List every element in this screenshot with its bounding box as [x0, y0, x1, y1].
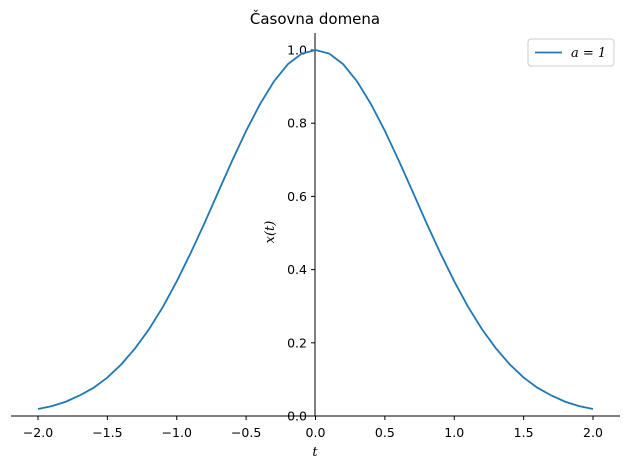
x-tick-label: 2.0: [583, 425, 603, 440]
legend-box: [527, 38, 615, 67]
x-tick-label: 1.5: [514, 425, 534, 440]
x-ticks: −2.0 −1.5 −1.0 −0.5 0.0 0.5 1.0 1.5 2.0: [23, 416, 603, 440]
y-tick-label: 1.0: [287, 43, 307, 58]
legend-label: a = 1: [571, 46, 606, 61]
y-tick-label: 0.0: [287, 409, 307, 424]
legend: a = 1: [527, 38, 615, 67]
x-axis-label: t: [312, 445, 318, 460]
x-tick-label: −0.5: [231, 425, 261, 440]
y-tick-label: 0.8: [287, 116, 307, 131]
y-tick-label: 0.2: [287, 335, 307, 350]
x-tick-label: −1.0: [162, 425, 192, 440]
y-tick-label: 0.6: [287, 189, 307, 204]
y-tick-label: 0.4: [287, 262, 307, 277]
y-axis-label: x(t): [263, 221, 278, 244]
y-ticks: 0.0 0.2 0.4 0.6 0.8 1.0: [287, 43, 315, 424]
chart-title: Časovna domena: [250, 9, 380, 28]
x-tick-label: 0.5: [375, 425, 395, 440]
x-tick-label: −1.5: [92, 425, 122, 440]
x-tick-label: 1.0: [444, 425, 464, 440]
x-tick-label: 0.0: [306, 425, 326, 440]
series-line: [37, 49, 594, 410]
x-tick-label: −2.0: [23, 425, 53, 440]
